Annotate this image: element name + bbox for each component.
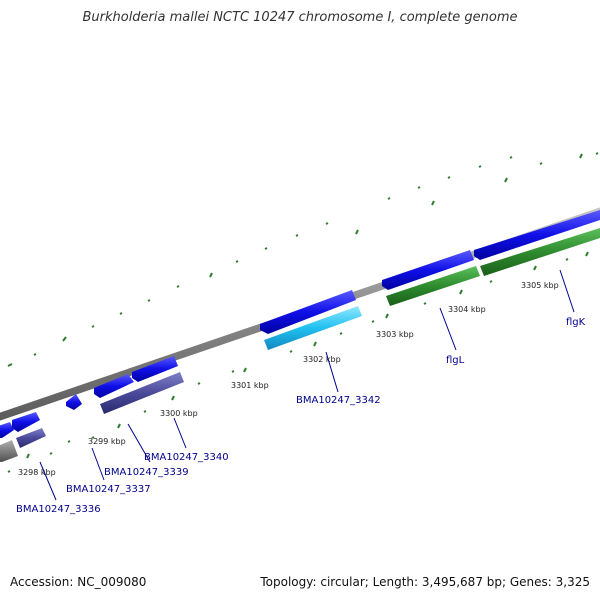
gene-feature[interactable] <box>94 374 134 398</box>
tick-labels: 3298 kbp 3299 kbp 3300 kbp 3301 kbp 3302… <box>18 281 559 477</box>
accession-text: Accession: NC_009080 <box>10 575 147 589</box>
gene-feature[interactable] <box>260 290 356 334</box>
gene-feature[interactable] <box>16 428 46 448</box>
outer-tick-row <box>7 152 599 367</box>
forward-strand-genes <box>0 210 600 438</box>
tick-label-3304: 3304 kbp <box>448 305 486 314</box>
gene-label-flgk[interactable]: flgK <box>566 317 586 328</box>
genome-summary-text: Topology: circular; Length: 3,495,687 bp… <box>260 575 590 589</box>
gene-feature[interactable] <box>12 412 40 432</box>
gene-feature[interactable] <box>132 356 178 382</box>
gene-label-bma10247-3337[interactable]: BMA10247_3337 <box>66 484 151 495</box>
gene-feature[interactable] <box>382 250 474 290</box>
gene-label-flgl[interactable]: flgL <box>446 355 465 366</box>
gene-label-bma10247-3342[interactable]: BMA10247_3342 <box>296 395 381 406</box>
gene-label-bma10247-3340[interactable]: BMA10247_3340 <box>144 452 229 463</box>
gene-feature[interactable] <box>0 440 18 462</box>
tick-label-3300: 3300 kbp <box>160 409 198 418</box>
gene-label-bma10247-3339[interactable]: BMA10247_3339 <box>104 467 189 478</box>
gene-feature[interactable] <box>386 266 480 306</box>
map-title: Burkholderia mallei NCTC 10247 chromosom… <box>82 10 518 25</box>
gene-label-leaders <box>39 269 575 501</box>
tick-label-3298: 3298 kbp <box>18 468 56 477</box>
gene-feature[interactable] <box>264 306 362 350</box>
gene-feature[interactable] <box>66 394 82 410</box>
tick-label-3303: 3303 kbp <box>376 330 414 339</box>
tick-label-3302: 3302 kbp <box>303 355 341 364</box>
tick-label-3305: 3305 kbp <box>521 281 559 290</box>
gene-feature[interactable] <box>480 228 600 276</box>
tick-label-3301: 3301 kbp <box>231 381 269 390</box>
gene-label-bma10247-3336[interactable]: BMA10247_3336 <box>16 504 101 515</box>
tick-label-3299: 3299 kbp <box>88 437 126 446</box>
gene-feature[interactable] <box>0 422 14 438</box>
gene-feature[interactable] <box>474 210 600 260</box>
inner-tick-row <box>7 251 589 473</box>
reverse-strand-genes <box>0 228 600 462</box>
gene-labels: BMA10247_3336 BMA10247_3337 BMA10247_333… <box>16 317 586 515</box>
gene-feature[interactable] <box>100 372 184 414</box>
